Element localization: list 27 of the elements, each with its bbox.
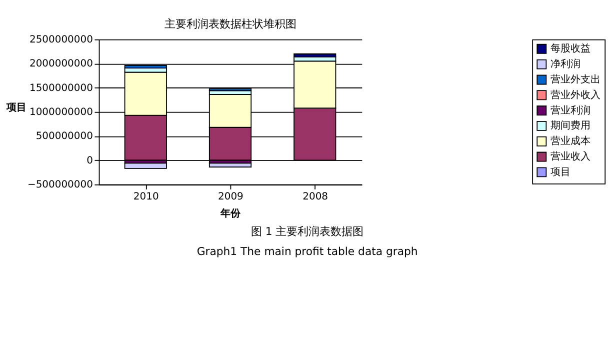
legend-label: 期间费用: [550, 120, 590, 132]
y-tick-label: −500000000: [27, 180, 93, 191]
legend-label: 营业外支出: [550, 73, 600, 86]
x-tick-label: 2009: [218, 191, 244, 202]
legend-label: 净利润: [550, 58, 580, 70]
legend-label: 营业外收入: [550, 88, 600, 101]
bar: [124, 162, 167, 169]
y-tick-label: 500000000: [36, 131, 93, 142]
legend-label: 营业利润: [550, 104, 590, 116]
y-tick-label: 1500000000: [29, 82, 93, 94]
chart-title: 主要利润表数据柱状堆积图: [164, 18, 296, 31]
bar: [208, 162, 252, 168]
bar: [294, 53, 336, 58]
legend-label: 每股收益: [550, 42, 590, 55]
caption: 图 1 主要利润表数据图: [250, 225, 364, 238]
x-tick-label: 2010: [133, 191, 159, 202]
y-tick-label: 0: [86, 155, 93, 166]
legend-label: 营业收入: [550, 150, 590, 162]
y-tick-label: 1000000000: [29, 107, 93, 118]
legend-label: 项目: [550, 166, 570, 178]
x-tick-label: 2008: [302, 191, 328, 202]
y-axis-title: 项目: [6, 102, 27, 114]
x-axis-title: 年份: [220, 208, 242, 220]
y-tick-label: 2000000000: [29, 58, 93, 70]
y-tick-label: 2500000000: [29, 34, 93, 46]
legend-label: 营业成本: [550, 135, 590, 148]
caption: Graph1 The main profit table data graph: [196, 245, 418, 258]
